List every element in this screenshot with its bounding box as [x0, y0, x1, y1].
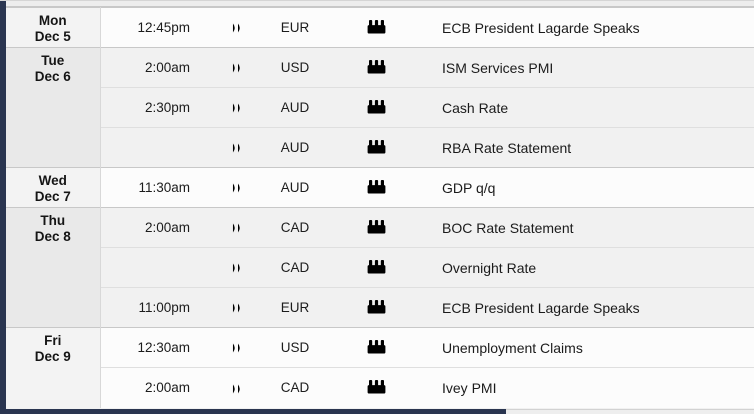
currency-cell: CAD — [260, 367, 330, 408]
speaker-icon — [230, 182, 243, 194]
impact-icon[interactable] — [367, 19, 386, 34]
event-title[interactable]: ECB President Lagarde Speaks — [422, 287, 754, 328]
day-label: Thu — [40, 213, 66, 228]
date-cell: Thu Dec 8 — [6, 207, 101, 328]
event-row: 11:00pm EUR ECB President Lagarde Speaks — [6, 287, 754, 328]
impact-icon[interactable] — [367, 259, 386, 274]
date-label: Dec 8 — [34, 229, 71, 244]
currency-cell: EUR — [260, 287, 330, 328]
event-title[interactable]: Unemployment Claims — [422, 327, 754, 368]
currency-cell: AUD — [260, 127, 330, 168]
time-cell — [100, 247, 212, 288]
event-title[interactable]: Ivey PMI — [422, 367, 754, 408]
event-row: AUD RBA Rate Statement — [6, 127, 754, 168]
speaker-icon — [230, 302, 243, 314]
impact-icon[interactable] — [367, 179, 386, 194]
speaker-icon — [230, 222, 243, 234]
speaker-icon — [230, 342, 243, 354]
speaker-icon — [230, 62, 243, 74]
speaker-icon — [230, 102, 243, 114]
event-row: Fri Dec 9 12:30am USD Unemployment Claim… — [6, 327, 754, 408]
date-cell: Tue Dec 6 — [6, 47, 101, 168]
time-cell: 12:30am — [100, 327, 212, 368]
date-label: Dec 6 — [34, 69, 71, 84]
impact-icon[interactable] — [367, 219, 386, 234]
event-title[interactable]: BOC Rate Statement — [422, 207, 754, 248]
economic-calendar-table: Mon Dec 5 12:45pm EUR ECB President Laga… — [6, 7, 754, 408]
impact-icon[interactable] — [367, 139, 386, 154]
currency-cell: USD — [260, 47, 330, 88]
currency-cell: USD — [260, 327, 330, 368]
time-cell: 2:00am — [100, 207, 212, 248]
date-label: Dec 9 — [34, 349, 71, 364]
date-label: Dec 7 — [34, 189, 71, 204]
bottom-accent-bar — [0, 409, 506, 414]
event-title[interactable]: GDP q/q — [422, 167, 754, 208]
day-label: Wed — [38, 173, 67, 188]
time-cell: 11:00pm — [100, 287, 212, 328]
event-row: Thu Dec 8 2:00am CAD BOC Rate Statement — [6, 207, 754, 328]
bottom-border-strip — [506, 409, 754, 414]
currency-cell: CAD — [260, 247, 330, 288]
date-cell: Fri Dec 9 — [6, 327, 101, 408]
event-title[interactable]: Cash Rate — [422, 87, 754, 128]
impact-icon[interactable] — [367, 339, 386, 354]
date-cell: Wed Dec 7 — [6, 167, 101, 208]
day-label: Fri — [44, 333, 62, 348]
impact-icon[interactable] — [367, 299, 386, 314]
day-label: Mon — [38, 13, 67, 28]
event-row: Mon Dec 5 12:45pm EUR ECB President Laga… — [6, 7, 754, 48]
event-title[interactable]: RBA Rate Statement — [422, 127, 754, 168]
event-row: CAD Overnight Rate — [6, 247, 754, 288]
event-title[interactable]: ECB President Lagarde Speaks — [422, 7, 754, 48]
left-accent-bar — [0, 1, 6, 414]
currency-cell: EUR — [260, 7, 330, 48]
time-cell: 12:45pm — [100, 7, 212, 48]
date-label: Dec 5 — [34, 29, 71, 44]
event-row: 2:00am CAD Ivey PMI — [6, 367, 754, 408]
event-row: Tue Dec 6 2:00am USD ISM Services PMI — [6, 47, 754, 168]
time-cell — [100, 127, 212, 168]
speaker-icon — [230, 383, 243, 395]
currency-cell: AUD — [260, 167, 330, 208]
day-label: Tue — [41, 53, 65, 68]
impact-icon[interactable] — [367, 99, 386, 114]
speaker-icon — [230, 262, 243, 274]
time-cell: 2:00am — [100, 367, 212, 408]
event-row: Wed Dec 7 11:30am AUD GDP q/q — [6, 167, 754, 208]
speaker-icon — [230, 142, 243, 154]
top-border-strip — [6, 1, 754, 7]
currency-cell: CAD — [260, 207, 330, 248]
impact-icon[interactable] — [367, 59, 386, 74]
time-cell: 11:30am — [100, 167, 212, 208]
impact-icon[interactable] — [367, 379, 386, 394]
event-row: 2:30pm AUD Cash Rate — [6, 87, 754, 128]
currency-cell: AUD — [260, 87, 330, 128]
time-cell: 2:30pm — [100, 87, 212, 128]
event-title[interactable]: Overnight Rate — [422, 247, 754, 288]
time-cell: 2:00am — [100, 47, 212, 88]
event-title[interactable]: ISM Services PMI — [422, 47, 754, 88]
date-cell: Mon Dec 5 — [6, 7, 101, 48]
speaker-icon — [230, 22, 243, 34]
